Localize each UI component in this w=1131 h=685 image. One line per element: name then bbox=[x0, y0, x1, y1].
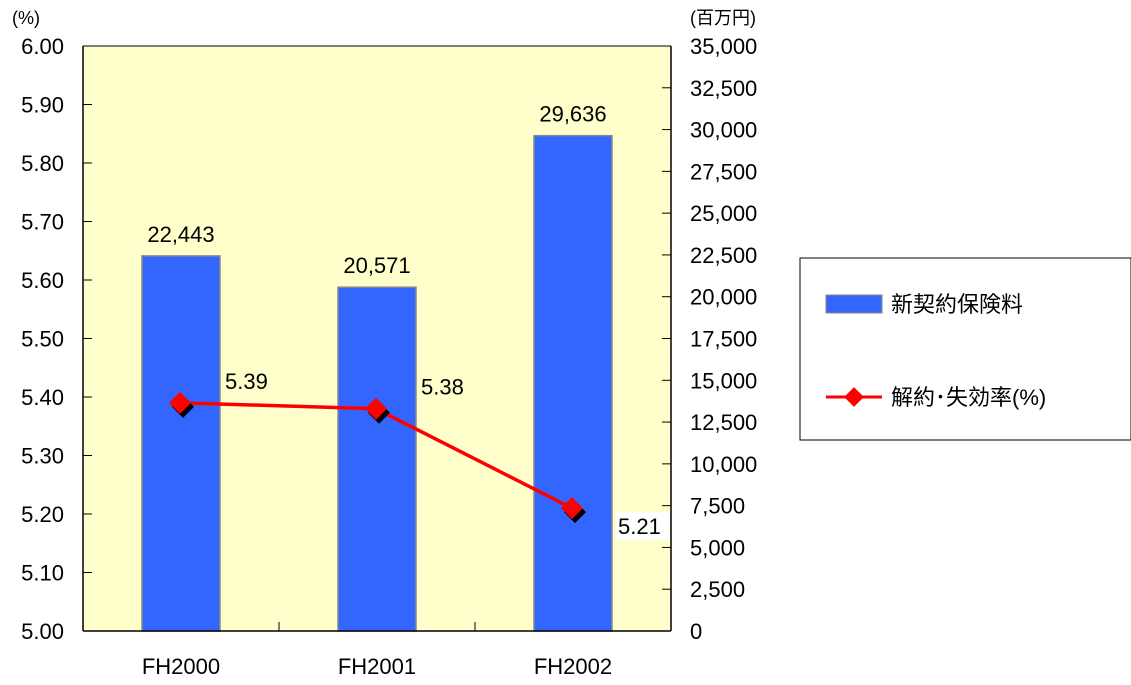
legend-marker-lapse bbox=[844, 387, 864, 407]
right-tick-label: 5,000 bbox=[690, 535, 745, 560]
legend: 新契約保険料 解約･失効率(%) bbox=[799, 257, 1131, 441]
right-tick-label: 12,500 bbox=[690, 410, 757, 435]
premium-bar bbox=[533, 134, 613, 632]
right-tick-label: 20,000 bbox=[690, 285, 757, 310]
legend-label-premium: 新契約保険料 bbox=[891, 292, 1023, 317]
right-tick-label: 10,000 bbox=[690, 452, 757, 477]
lapse-rate-marker bbox=[365, 397, 387, 420]
left-axis-ticks: 5.00 5.10 5.20 5.30 5.40 5.50 5.60 5.70 5.80 5.90… bbox=[21, 34, 92, 644]
category-label: FH2002 bbox=[534, 654, 612, 679]
left-tick-label: 5.80 bbox=[21, 151, 64, 176]
bar-group: 22,443 20,571 29,636 bbox=[141, 102, 613, 632]
left-tick-label: 5.10 bbox=[21, 561, 64, 586]
right-tick-label: 35,000 bbox=[690, 34, 757, 59]
right-tick-label: 22,500 bbox=[690, 243, 757, 268]
right-tick-label: 27,500 bbox=[690, 159, 757, 184]
right-tick-label: 30,000 bbox=[690, 118, 757, 143]
left-tick-label: 5.40 bbox=[21, 385, 64, 410]
legend-label-lapse: 解約･失効率(%) bbox=[891, 385, 1046, 410]
premium-bar bbox=[337, 286, 417, 632]
left-tick-label: 5.50 bbox=[21, 327, 64, 352]
left-tick-label: 5.90 bbox=[21, 93, 64, 118]
legend-swatch-premium bbox=[825, 294, 883, 314]
category-label: FH2001 bbox=[338, 654, 416, 679]
lapse-rate-marker bbox=[169, 391, 191, 414]
premium-bar bbox=[141, 255, 221, 632]
right-tick-label: 17,500 bbox=[690, 327, 757, 352]
premium-value-label: 29,636 bbox=[539, 102, 606, 127]
legend-box bbox=[799, 257, 1131, 441]
right-tick-label: 2,500 bbox=[690, 577, 745, 602]
left-tick-label: 5.60 bbox=[21, 268, 64, 293]
lapse-rate-value-label: 5.39 bbox=[225, 369, 268, 394]
left-tick-label: 5.70 bbox=[21, 210, 64, 235]
left-tick-label: 6.00 bbox=[21, 34, 64, 59]
right-tick-label: 15,000 bbox=[690, 368, 757, 393]
right-tick-label: 7,500 bbox=[690, 494, 745, 519]
lapse-rate-value-label: 5.21 bbox=[618, 514, 661, 539]
lapse-rate-marker bbox=[561, 497, 583, 520]
left-tick-label: 5.00 bbox=[21, 619, 64, 644]
left-tick-label: 5.20 bbox=[21, 502, 64, 527]
premium-value-label: 22,443 bbox=[147, 222, 214, 247]
premium-value-label: 20,571 bbox=[343, 253, 410, 278]
lapse-rate-value-label: 5.38 bbox=[421, 375, 464, 400]
right-tick-label: 32,500 bbox=[690, 76, 757, 101]
category-ticks: FH2000 FH2001 FH2002 bbox=[142, 622, 612, 679]
right-axis-unit: (百万円) bbox=[690, 8, 756, 28]
right-tick-label: 25,000 bbox=[690, 201, 757, 226]
right-axis-ticks: 0 2,500 5,000 7,500 10,000 12,500 15,000 17,500… bbox=[662, 34, 757, 644]
left-axis-unit: (%) bbox=[12, 8, 40, 28]
right-tick-label: 0 bbox=[690, 619, 702, 644]
line-group: 5.39 5.38 5.21 bbox=[169, 369, 670, 541]
lapse-rate-label-background bbox=[616, 512, 670, 541]
category-label: FH2000 bbox=[142, 654, 220, 679]
left-tick-label: 5.30 bbox=[21, 444, 64, 469]
